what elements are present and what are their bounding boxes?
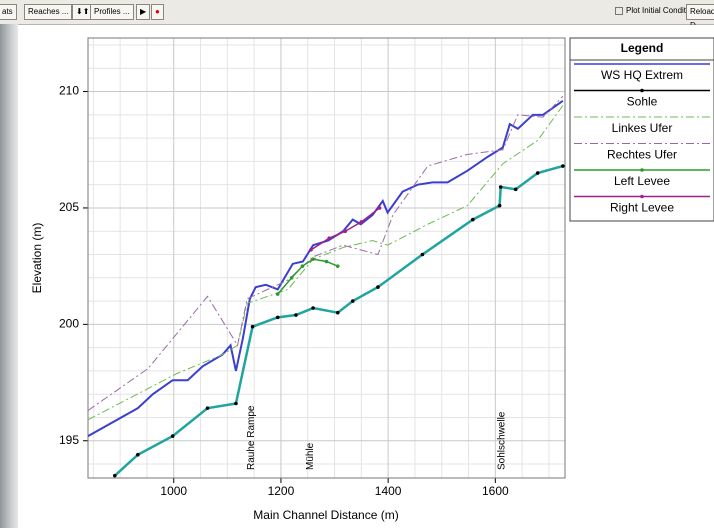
legend-label: Rechtes Ufer: [607, 148, 677, 162]
y-tick-label: 210: [59, 84, 79, 98]
point-marker: [536, 171, 540, 175]
y-tick-label: 205: [59, 200, 79, 214]
legend: Legend WS HQ Extrem Sohle Linkes Ufer Rechte…: [570, 38, 714, 221]
legend-label: Left Levee: [614, 174, 670, 188]
y-tick-label: 195: [59, 433, 79, 447]
x-tick-label: 1200: [268, 484, 295, 498]
point-marker: [499, 185, 503, 189]
annotation: Sohlschwelle: [496, 411, 507, 470]
point-marker: [206, 406, 210, 410]
point-marker: [421, 253, 425, 257]
x-tick-label: 1400: [375, 484, 402, 498]
y-axis-label: Elevation (m): [30, 223, 44, 294]
point-marker: [325, 260, 329, 264]
point-marker: [290, 276, 294, 280]
app-window: ats Reaches ... ⬇⬆ Profiles ... ▶ ● Plot…: [0, 0, 714, 528]
point-marker: [294, 313, 298, 317]
legend-marker: [640, 168, 644, 172]
point-marker: [561, 164, 565, 168]
legend-marker: [640, 195, 644, 199]
point-marker: [471, 218, 475, 222]
point-marker: [309, 248, 313, 252]
point-marker: [376, 285, 380, 289]
x-tick-label: 1600: [482, 484, 509, 498]
point-marker: [136, 453, 140, 457]
point-marker: [514, 188, 518, 192]
point-marker: [311, 257, 315, 261]
point-marker: [378, 206, 382, 210]
point-marker: [234, 402, 238, 406]
legend-label: WS HQ Extrem: [601, 68, 683, 82]
point-marker: [251, 325, 255, 329]
point-marker: [311, 306, 315, 310]
point-marker: [336, 264, 340, 268]
legend-marker: [640, 89, 644, 93]
point-marker: [351, 299, 355, 303]
point-marker: [327, 236, 331, 240]
point-marker: [276, 292, 280, 296]
x-tick-label: 1000: [160, 484, 187, 498]
point-marker: [276, 316, 280, 320]
legend-label: Sohle: [627, 95, 658, 109]
legend-label: Linkes Ufer: [612, 121, 673, 135]
annotation: Mühle: [305, 442, 316, 470]
legend-label: Right Levee: [610, 201, 674, 215]
legend-title: Legend: [621, 41, 664, 55]
point-marker: [301, 264, 305, 268]
y-tick-label: 200: [59, 317, 79, 331]
point-marker: [113, 474, 117, 478]
annotation: Rauhe Rampe: [246, 405, 257, 470]
x-axis-label: Main Channel Distance (m): [253, 508, 398, 522]
point-marker: [336, 311, 340, 315]
point-marker: [343, 229, 347, 233]
point-marker: [360, 220, 364, 224]
chart: Main Channel Distance (m) Elevation (m) …: [0, 0, 714, 528]
point-marker: [171, 434, 175, 438]
point-marker: [498, 204, 502, 208]
